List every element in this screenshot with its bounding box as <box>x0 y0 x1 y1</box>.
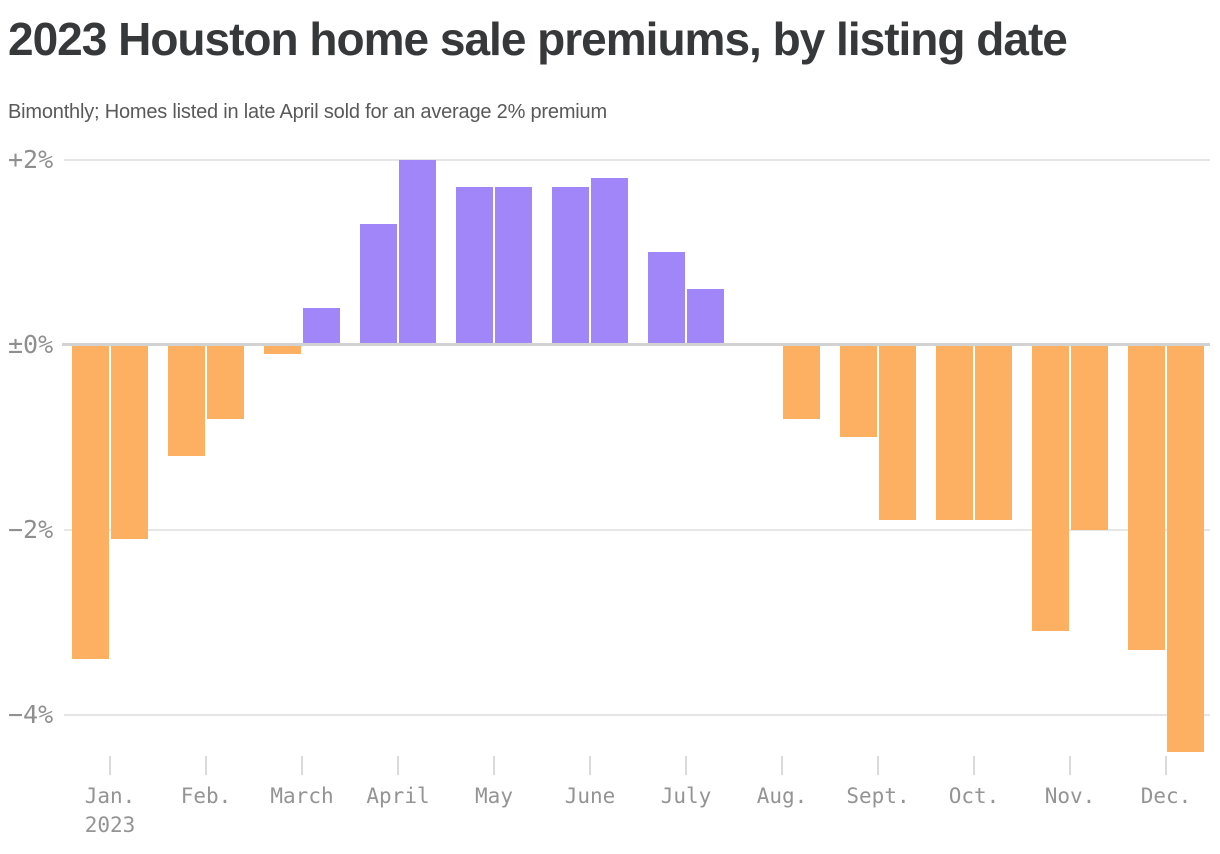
bar-april-early <box>360 224 397 345</box>
gridline-+2% <box>64 158 1210 161</box>
gridline-−2% <box>64 528 1210 531</box>
bar-may-early <box>456 187 493 345</box>
x-axis-label-nov: Nov. <box>1044 784 1096 808</box>
bar-july-early <box>648 252 685 345</box>
bar-jan-late <box>111 344 148 539</box>
x-axis-tick-nov <box>1069 756 1071 775</box>
x-axis-tick-aug <box>781 756 783 775</box>
y-axis-label: ±0% <box>8 329 54 359</box>
x-axis-label-oct: Oct. <box>948 784 1000 808</box>
bar-feb-early <box>168 344 205 456</box>
bar-sept-late <box>879 344 916 521</box>
gridline-−4% <box>64 713 1210 716</box>
bar-nov-late <box>1071 344 1108 530</box>
bar-oct-late <box>975 344 1012 521</box>
x-axis-tick-dec <box>1165 756 1167 775</box>
x-axis-tick-feb <box>205 756 207 775</box>
x-axis-label-dec: Dec. <box>1140 784 1192 808</box>
zero-baseline <box>62 343 1210 346</box>
x-axis-label-sept: Sept. <box>846 784 910 808</box>
bar-dec-early <box>1128 344 1165 650</box>
bar-march-early <box>264 344 301 354</box>
x-axis-tick-july <box>685 756 687 775</box>
x-axis-label-june: June <box>564 784 616 808</box>
bar-oct-early <box>936 344 973 521</box>
x-axis-label-july: July <box>660 784 712 808</box>
chart-title: 2023 Houston home sale premiums, by list… <box>8 13 1068 65</box>
bar-jan-early <box>72 344 109 659</box>
bar-nov-early <box>1032 344 1069 632</box>
bar-may-late <box>495 187 532 345</box>
y-axis-label: −2% <box>8 514 54 544</box>
x-axis-label-aug: Aug. <box>756 784 808 808</box>
y-axis-label: −4% <box>8 699 54 729</box>
bar-july-late <box>687 289 724 345</box>
x-axis-tick-may <box>493 756 495 775</box>
y-axis-label: +2% <box>8 144 54 174</box>
bar-march-late <box>303 307 340 345</box>
bar-dec-late <box>1167 344 1204 752</box>
x-axis-tick-jan <box>109 756 111 775</box>
x-axis-label-jan: Jan. <box>84 784 136 808</box>
x-axis-tick-june <box>589 756 591 775</box>
bar-feb-late <box>207 344 244 419</box>
x-axis-tick-april <box>397 756 399 775</box>
x-axis-tick-oct <box>973 756 975 775</box>
chart-subtitle: Bimonthly; Homes listed in late April so… <box>8 101 607 123</box>
bar-april-late <box>399 159 436 345</box>
bar-june-late <box>591 178 628 345</box>
bar-aug-late <box>783 344 820 419</box>
x-axis-label-feb: Feb. <box>180 784 232 808</box>
x-axis-tick-sept <box>877 756 879 775</box>
x-axis-tick-march <box>301 756 303 775</box>
x-axis-label-march: March <box>270 784 334 808</box>
x-axis-year-label: 2023 <box>84 813 136 837</box>
bar-june-early <box>552 187 589 345</box>
x-axis-label-may: May <box>475 784 513 808</box>
x-axis-label-april: April <box>366 784 430 808</box>
bar-sept-early <box>840 344 877 437</box>
